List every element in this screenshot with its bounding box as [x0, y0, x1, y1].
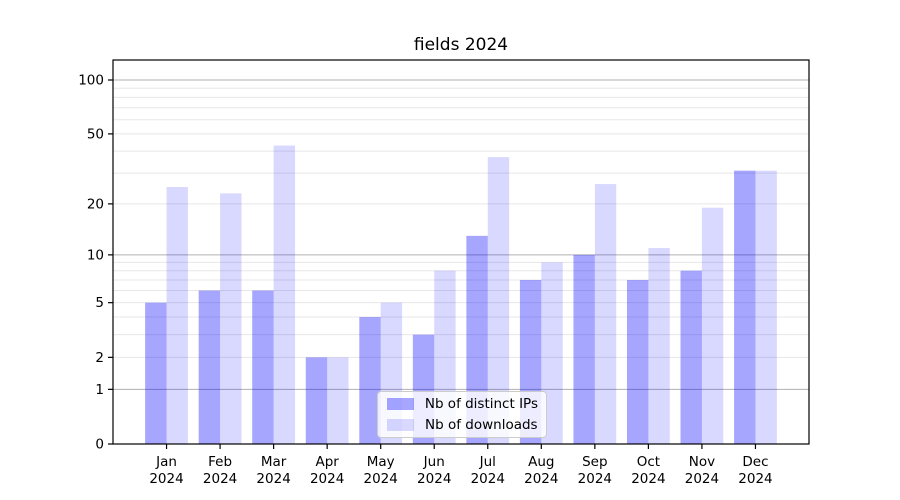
legend-item-downloads: Nb of downloads: [387, 418, 538, 432]
x-tick-label-year: 2024: [631, 471, 665, 487]
x-tick-label-year: 2024: [578, 471, 612, 487]
x-tick-label-month: Oct: [637, 454, 660, 470]
bar-downloads-mar: [273, 145, 296, 444]
x-tick-label-year: 2024: [471, 471, 505, 487]
bar-downloads-jan: [166, 187, 188, 444]
bar-ips-apr: [305, 357, 328, 444]
legend-swatch-downloads: [387, 419, 414, 431]
legend-label-distinct-ips: Nb of distinct IPs: [424, 396, 538, 412]
x-tick-label-month: Aug: [528, 454, 554, 470]
x-tick-label-year: 2024: [203, 471, 237, 487]
x-tick-label-month: Feb: [208, 454, 232, 470]
x-tick-label-year: 2024: [685, 471, 719, 487]
plot-border: [112, 59, 810, 445]
x-tick-label-year: 2024: [524, 471, 558, 487]
chart-title: fields 2024: [413, 35, 509, 55]
x-tick-label-month: Dec: [742, 454, 768, 470]
y-tick-label: 1: [95, 382, 104, 398]
y-tick-label: 20: [87, 196, 104, 212]
bar-ips-oct: [626, 279, 649, 444]
bar-ips-nov: [680, 270, 702, 444]
bar-downloads-feb: [220, 193, 242, 444]
x-tick-label-month: Jul: [479, 454, 496, 470]
y-tick-label: 10: [87, 247, 104, 263]
y-tick-label: 5: [95, 295, 104, 311]
x-tick-label-year: 2024: [149, 471, 183, 487]
bar-downloads-oct: [648, 248, 670, 444]
legend-label-downloads: Nb of downloads: [425, 417, 538, 433]
bar-downloads-apr: [327, 357, 349, 444]
y-tick-label: 100: [78, 73, 104, 89]
bar-ips-may: [359, 317, 381, 444]
bar-downloads-nov: [701, 207, 724, 444]
x-tick-label-year: 2024: [310, 471, 344, 487]
bar-downloads-jul: [487, 157, 510, 444]
y-tick-label: 2: [95, 350, 104, 366]
bar-downloads-dec: [755, 170, 777, 444]
bar-ips-sep: [573, 254, 595, 444]
bar-ips-mar: [252, 290, 274, 444]
x-tick-label-year: 2024: [738, 471, 772, 487]
x-tick-label-month: Mar: [261, 454, 287, 470]
bar-ips-dec: [734, 170, 756, 444]
x-tick-label-year: 2024: [256, 471, 290, 487]
bar-ips-feb: [198, 290, 221, 444]
x-tick-label-year: 2024: [364, 471, 398, 487]
x-tick-label-month: Nov: [689, 454, 715, 470]
x-tick-label-year: 2024: [417, 471, 451, 487]
x-tick-label-month: Apr: [315, 454, 339, 470]
x-tick-label-month: May: [367, 454, 395, 470]
x-tick-label-month: Jun: [423, 454, 445, 470]
bar-downloads-sep: [594, 184, 617, 444]
legend-item-distinct-ips: Nb of distinct IPs: [387, 397, 538, 411]
y-tick-label: 50: [87, 126, 104, 142]
y-tick-label: 0: [95, 437, 104, 453]
x-tick-label-month: Sep: [582, 454, 607, 470]
x-tick-label-month: Jan: [155, 454, 177, 470]
legend: Nb of distinct IPs Nb of downloads: [377, 391, 547, 438]
bar-ips-jan: [145, 302, 167, 444]
legend-swatch-distinct-ips: [387, 398, 414, 410]
